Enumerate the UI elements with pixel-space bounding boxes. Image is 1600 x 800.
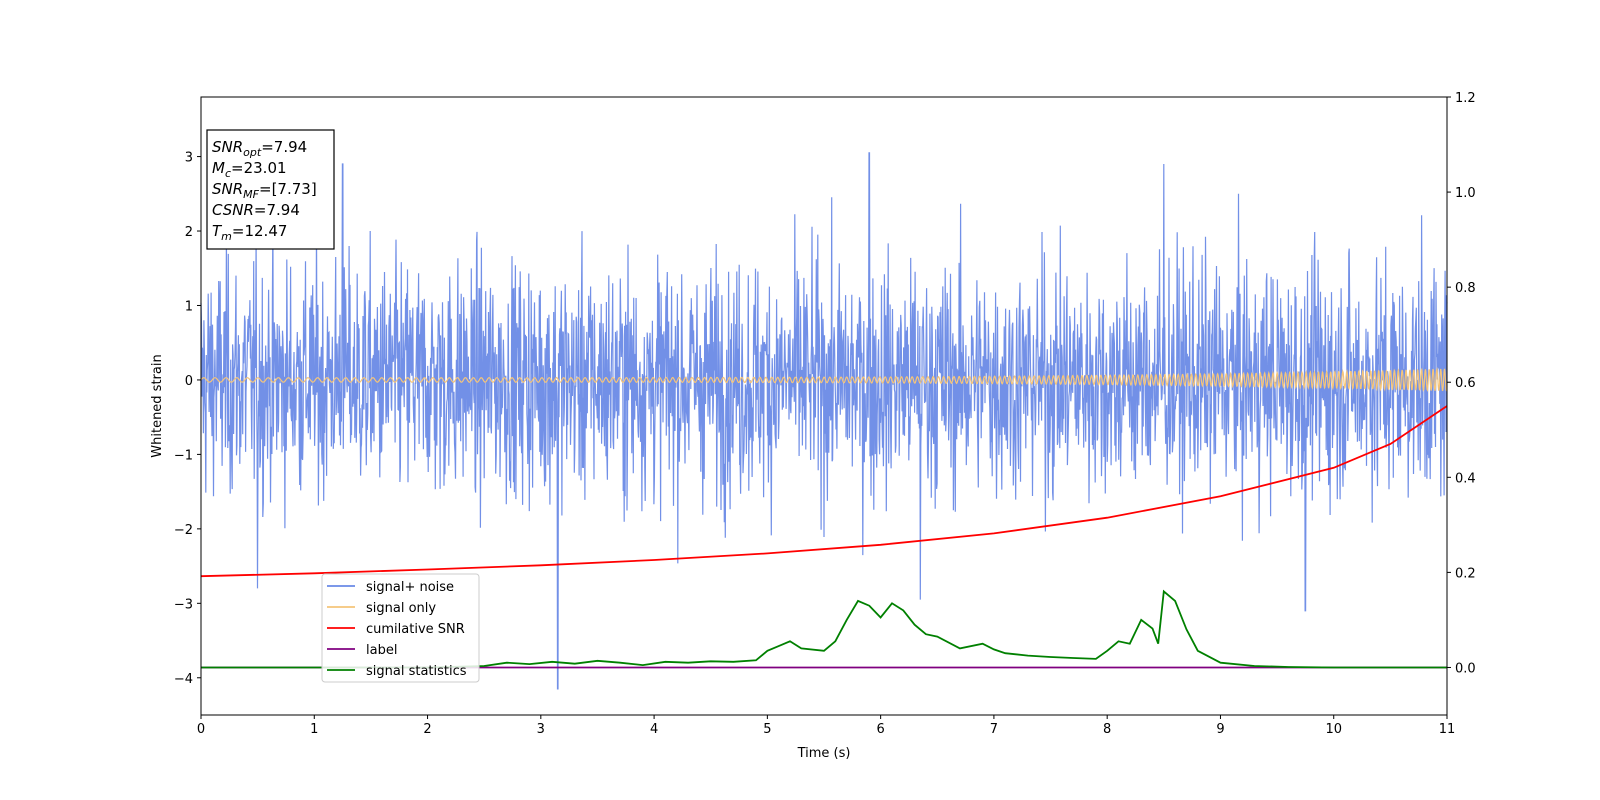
x-tick-label: 5 (763, 722, 771, 737)
stats-symbol: M (212, 159, 225, 177)
y2-tick-label: 0.8 (1455, 281, 1476, 296)
y-axis-label: Whitened strain (150, 354, 165, 457)
stats-value: =[7.73] (259, 180, 317, 198)
y-tick-label: 3 (185, 151, 193, 166)
y-tick-label: −2 (174, 523, 193, 538)
y-tick-label: −1 (174, 448, 193, 463)
stats-line: CSNR=7.94 (212, 201, 300, 219)
x-tick-label: 1 (310, 722, 318, 737)
x-tick-label: 2 (423, 722, 431, 737)
y-tick-label: −3 (174, 597, 193, 612)
stats-line: Tm=12.47 (212, 222, 287, 243)
y2-tick-label: 1.0 (1455, 186, 1476, 201)
series-signal-only-line (200, 366, 1448, 393)
x-tick-label: 10 (1325, 722, 1342, 737)
stats-symbol: SNR (212, 180, 243, 198)
legend-entry-label: signal+ noise (366, 580, 454, 595)
y2-tick-label: 0.2 (1455, 566, 1476, 581)
x-axis-label: Time (s) (797, 746, 851, 761)
y2-tick-label: 0.6 (1455, 376, 1476, 391)
stats-value: =23.01 (231, 159, 287, 177)
stats-line: Mc=23.01 (212, 159, 287, 180)
stats-subscript: opt (243, 146, 262, 159)
stats-subscript: MF (243, 188, 259, 201)
y-tick-label: 1 (185, 299, 193, 314)
stats-value: =7.94 (261, 138, 307, 156)
series-cumilative-snr-line (200, 405, 1448, 578)
stats-subscript: m (221, 230, 232, 243)
x-tick-label: 0 (197, 722, 205, 737)
stats-symbol: T (212, 222, 223, 240)
y-tick-label: 0 (185, 374, 193, 389)
ticks-layer: 0 1 2 3 4 5 6 7 8 9 10 11 −4 −3 −2 −1 0 1 2 3 0.0 0.2 0.4 0.6 0.… (174, 91, 1476, 737)
y-tick-label: 2 (185, 225, 193, 240)
series-signal-noise-line (200, 152, 1448, 690)
stats-symbol: CSNR (212, 201, 254, 219)
x-tick-label: 11 (1439, 722, 1456, 737)
legend-entry-label: cumilative SNR (366, 622, 465, 637)
stats-subscript: c (225, 167, 231, 180)
stats-value: =12.47 (232, 222, 288, 240)
x-tick-label: 9 (1216, 722, 1224, 737)
series-signal-statistics-line (201, 589, 1447, 669)
legend-entry-label: signal only (366, 601, 436, 616)
x-tick-label: 8 (1103, 722, 1111, 737)
legend: signal+ noise signal only cumilative SNR la… (321, 573, 480, 683)
legend-frame (321, 573, 480, 683)
stats-line: SNRMF=[7.73] (212, 180, 317, 201)
y-tick-label: −4 (174, 672, 193, 687)
x-tick-label: 7 (990, 722, 998, 737)
plot-frame (200, 96, 1448, 716)
x-tick-label: 3 (537, 722, 545, 737)
stats-box: SNRopt=7.94Mc=23.01SNRMF=[7.73]CSNR=7.94… (206, 129, 335, 250)
x-tick-label: 6 (876, 722, 884, 737)
stats-line: SNRopt=7.94 (212, 138, 307, 159)
x-tick-label: 4 (650, 722, 658, 737)
stats-value: =7.94 (254, 201, 300, 219)
stats-box-frame (206, 129, 335, 250)
y2-tick-label: 0.4 (1455, 471, 1476, 486)
stats-symbol: SNR (212, 138, 243, 156)
legend-entry-label: signal statistics (366, 664, 467, 679)
legend-entry-label: label (366, 643, 397, 658)
y2-tick-label: 0.0 (1455, 661, 1476, 676)
y2-tick-label: 1.2 (1455, 91, 1476, 106)
